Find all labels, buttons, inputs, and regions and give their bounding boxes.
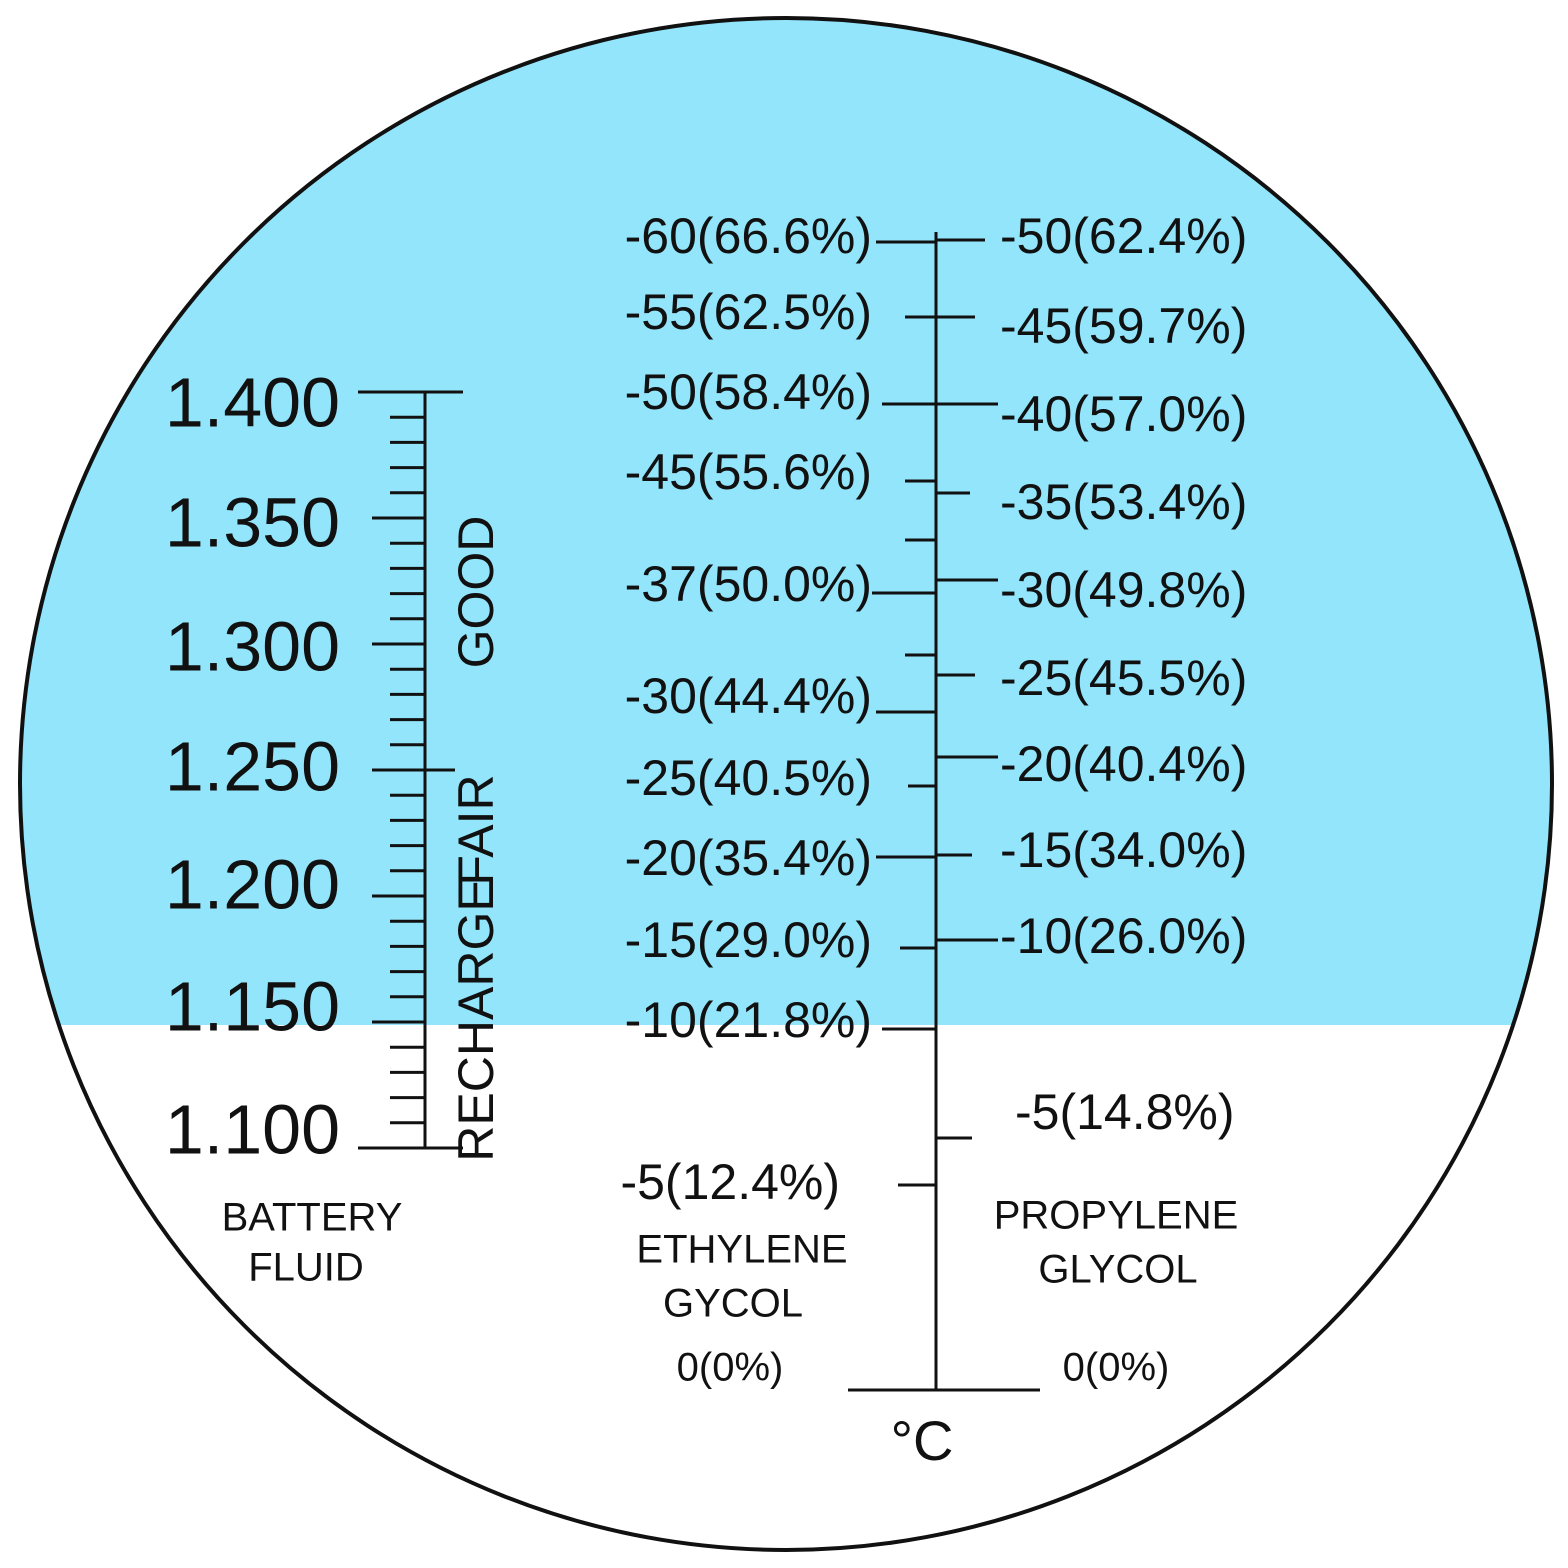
- propylene-label: -15(34.0%): [1000, 822, 1247, 878]
- battery-title: BATTERY: [222, 1196, 403, 1240]
- propylene-label: -10(26.0%): [1000, 908, 1247, 964]
- unit-label: °C: [891, 1409, 954, 1472]
- propylene-title: GLYCOL: [1038, 1248, 1197, 1292]
- propylene-label: -35(53.4%): [1000, 474, 1247, 530]
- ethylene-label: -37(50.0%): [625, 556, 872, 612]
- propylene-title: PROPYLENE: [994, 1194, 1239, 1238]
- ethylene-label: -50(58.4%): [625, 364, 872, 420]
- ethylene-label: -15(29.0%): [625, 912, 872, 968]
- propylene-label: -45(59.7%): [1000, 298, 1247, 354]
- ethylene-label: -25(40.5%): [625, 750, 872, 806]
- propylene-label: -5(14.8%): [1015, 1084, 1235, 1140]
- ethylene-label: -60(66.6%): [625, 208, 872, 264]
- ethylene-zero: 0(0%): [677, 1346, 784, 1390]
- propylene-label: -50(62.4%): [1000, 208, 1247, 264]
- propylene-label: -20(40.4%): [1000, 736, 1247, 792]
- propylene-label: -25(45.5%): [1000, 650, 1247, 706]
- battery-label: 1.250: [165, 727, 340, 805]
- ethylene-label: -55(62.5%): [625, 284, 872, 340]
- zone-label: FAIR: [448, 774, 504, 885]
- ethylene-label: -45(55.6%): [625, 444, 872, 500]
- propylene-zero: 0(0%): [1063, 1346, 1170, 1390]
- ethylene-title: ETHYLENE: [636, 1228, 847, 1272]
- lens-outline: [18, 16, 1554, 1552]
- ethylene-label: -10(21.8%): [625, 992, 872, 1048]
- battery-label: 1.150: [165, 967, 340, 1045]
- propylene-label: -40(57.0%): [1000, 386, 1247, 442]
- zone-label: RECHARGE: [448, 878, 504, 1161]
- ethylene-label: -30(44.4%): [625, 668, 872, 724]
- battery-label: 1.350: [165, 483, 340, 561]
- battery-title: FLUID: [248, 1246, 364, 1290]
- ethylene-label: -20(35.4%): [625, 830, 872, 886]
- battery-label: 1.100: [165, 1090, 340, 1168]
- battery-label: 1.200: [165, 845, 340, 923]
- battery-label: 1.300: [165, 607, 340, 685]
- ethylene-title: GYCOL: [663, 1282, 803, 1326]
- battery-label: 1.400: [165, 363, 340, 441]
- ethylene-label: -5(12.4%): [620, 1154, 840, 1210]
- propylene-label: -30(49.8%): [1000, 562, 1247, 618]
- zone-label: GOOD: [448, 516, 504, 669]
